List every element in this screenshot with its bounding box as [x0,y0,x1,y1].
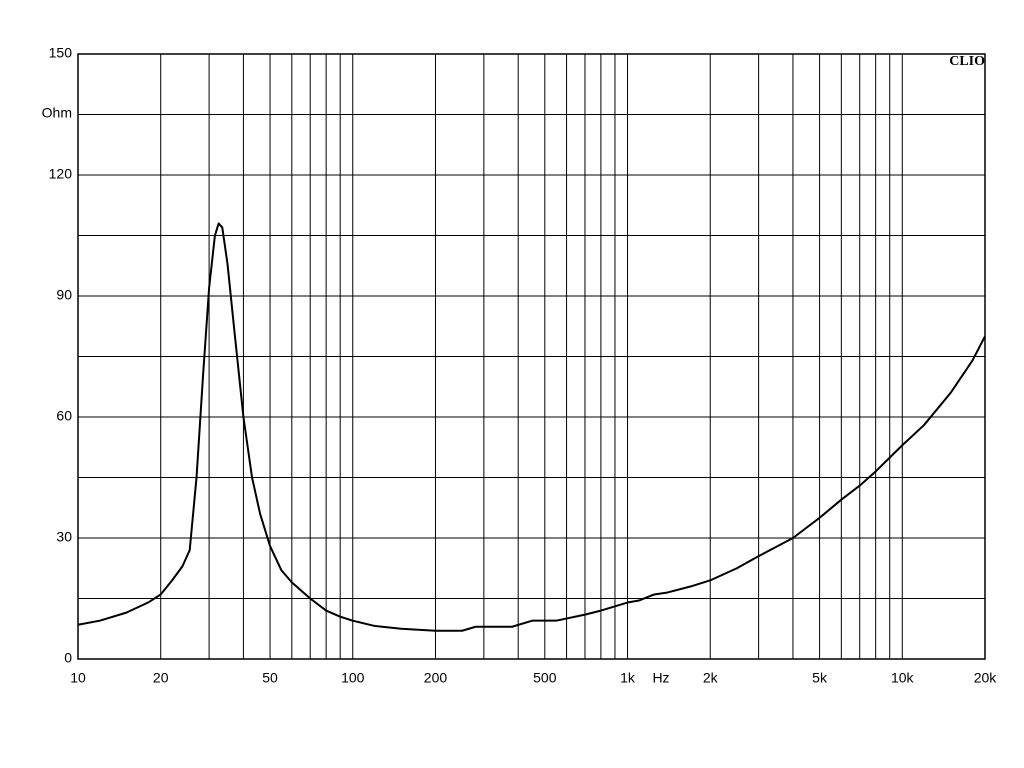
x-tick-label: 200 [424,670,448,686]
y-tick-label: 150 [49,45,73,61]
y-tick-label: 120 [49,166,73,182]
x-tick-label: 50 [262,670,278,686]
impedance-line [77,222,986,632]
x-tick-label: 5k [812,670,828,686]
x-tick-label: 10k [891,670,915,686]
x-tick-label: 500 [533,670,557,686]
x-tick-label: 2k [703,670,719,686]
y-tick-label: 90 [56,287,72,303]
x-tick-label: 10 [70,670,86,686]
y-tick-label: 60 [56,408,72,424]
x-tick-label: 1k [620,670,636,686]
y-tick-label: 30 [56,529,72,545]
y-tick-label: 0 [64,650,72,666]
x-tick-label: 100 [341,670,365,686]
x-tick-label: 20 [153,670,169,686]
brand: CLIO [949,54,985,69]
x-axis-label: Hz [652,670,669,686]
x-tick-label: 20k [974,670,998,686]
y-axis-label: Ohm [42,105,72,121]
